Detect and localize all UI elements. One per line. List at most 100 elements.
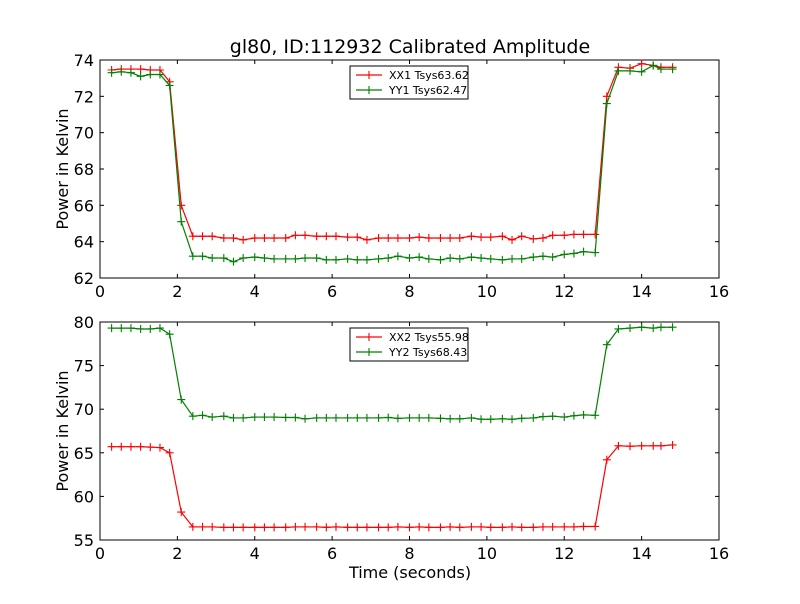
data-point (649, 324, 658, 333)
data-point (322, 232, 331, 241)
data-point (415, 253, 424, 262)
data-point (107, 442, 116, 451)
data-point (455, 254, 464, 263)
data-point (136, 65, 145, 74)
x-tick-label: 2 (172, 544, 182, 563)
data-point (384, 523, 393, 532)
data-point (219, 523, 228, 532)
data-point (579, 230, 588, 239)
data-point (415, 522, 424, 531)
data-point (393, 234, 402, 243)
legend-marker (365, 348, 373, 356)
data-point (136, 442, 145, 451)
data-point (219, 412, 228, 421)
data-point (177, 201, 186, 210)
data-point (208, 522, 217, 531)
data-point (455, 234, 464, 243)
data-point (322, 523, 331, 532)
data-point (508, 235, 517, 244)
data-point (529, 413, 538, 422)
data-point (362, 523, 371, 532)
data-point (312, 413, 321, 422)
data-point (436, 523, 445, 532)
data-point (508, 415, 517, 424)
data-point (436, 414, 445, 423)
data-point (579, 247, 588, 256)
legend-label: YY2 Tsys68.43 (388, 346, 467, 359)
data-point (146, 70, 155, 79)
data-point (538, 234, 547, 243)
data-point (649, 441, 658, 450)
data-point (393, 252, 402, 261)
data-point (250, 253, 259, 262)
data-point (393, 522, 402, 531)
data-point (165, 448, 174, 457)
data-point (498, 255, 507, 264)
data-point (517, 232, 526, 241)
data-point (146, 324, 155, 333)
x-tick-label: 4 (250, 282, 260, 301)
data-point (602, 340, 611, 349)
data-point (188, 252, 197, 261)
data-point (486, 233, 495, 242)
data-point (384, 254, 393, 263)
data-point (637, 67, 646, 76)
data-point (312, 522, 321, 531)
data-point (508, 522, 517, 531)
data-point (602, 99, 611, 108)
data-point (538, 412, 547, 421)
legend-box (349, 65, 469, 100)
data-point (229, 257, 238, 266)
data-point (393, 414, 402, 423)
data-point (374, 234, 383, 243)
data-point (177, 395, 186, 404)
data-point (188, 232, 197, 241)
data-point (107, 68, 116, 77)
data-point (250, 234, 259, 243)
data-point (155, 70, 164, 79)
x-tick-label: 12 (554, 282, 574, 301)
legend-marker (365, 333, 373, 341)
data-point (498, 232, 507, 241)
data-point (322, 413, 331, 422)
x-tick-label: 0 (95, 282, 105, 301)
x-tick-label: 14 (631, 544, 651, 563)
data-point (291, 231, 300, 240)
series-2 (107, 61, 677, 266)
y-tick-label: 80 (74, 313, 94, 332)
x-tick-label: 16 (709, 544, 729, 563)
data-point (591, 411, 600, 420)
x-tick-label: 14 (631, 282, 651, 301)
data-point (446, 234, 455, 243)
data-point (436, 234, 445, 243)
data-point (126, 68, 135, 77)
x-tick-label: 0 (95, 544, 105, 563)
data-point (436, 255, 445, 264)
data-point (446, 522, 455, 531)
data-point (177, 508, 186, 517)
data-point (569, 411, 578, 420)
data-point (560, 250, 569, 259)
y-axis-label: Power in Kelvin (53, 108, 72, 229)
data-point (455, 523, 464, 532)
data-point (301, 254, 310, 263)
data-point (301, 231, 310, 240)
x-tick-label: 6 (327, 544, 337, 563)
y-tick-label: 55 (74, 531, 94, 550)
data-point (405, 254, 414, 263)
y-axis-label: Power in Kelvin (53, 370, 72, 491)
y-tick-label: 72 (74, 87, 94, 106)
data-point (637, 441, 646, 450)
data-point (239, 254, 248, 263)
data-point (136, 324, 145, 333)
legend: XX1 Tsys63.62 YY1 Tsys62.47 (349, 65, 469, 100)
data-point (165, 330, 174, 339)
x-tick-label: 2 (172, 282, 182, 301)
data-point (374, 413, 383, 422)
data-point (281, 413, 290, 422)
data-point (260, 413, 269, 422)
data-point (107, 324, 116, 333)
data-point (239, 235, 248, 244)
